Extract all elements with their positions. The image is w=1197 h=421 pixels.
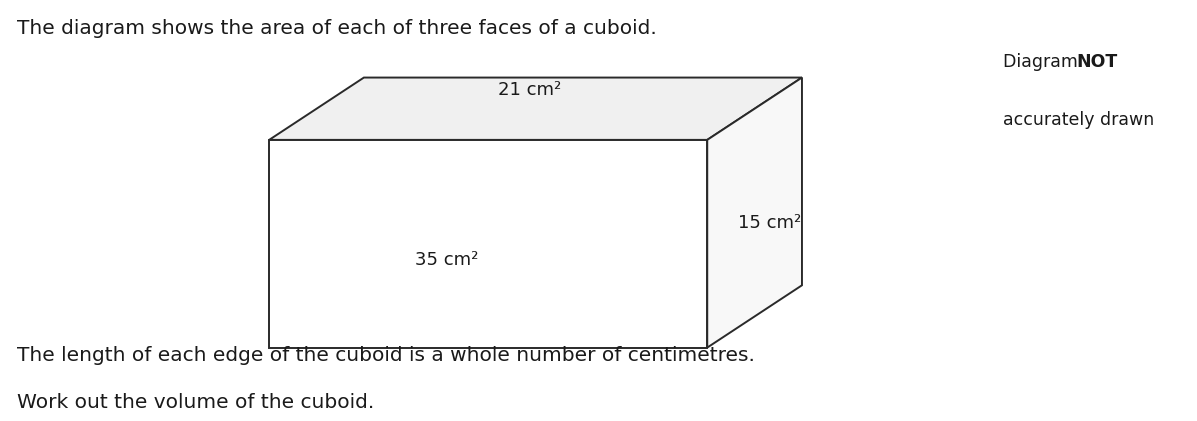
Polygon shape bbox=[269, 140, 707, 348]
Text: 21 cm²: 21 cm² bbox=[498, 81, 561, 99]
Text: Diagram: Diagram bbox=[1003, 53, 1083, 71]
Text: accurately drawn: accurately drawn bbox=[1003, 111, 1154, 129]
Text: 15 cm²: 15 cm² bbox=[739, 214, 802, 232]
Polygon shape bbox=[269, 77, 802, 140]
Polygon shape bbox=[707, 77, 802, 348]
Text: 35 cm²: 35 cm² bbox=[415, 251, 479, 269]
Text: The diagram shows the area of each of three faces of a cuboid.: The diagram shows the area of each of th… bbox=[17, 19, 657, 38]
Text: NOT: NOT bbox=[1076, 53, 1118, 71]
Text: The length of each edge of the cuboid is a whole number of centimetres.: The length of each edge of the cuboid is… bbox=[17, 346, 755, 365]
Text: Work out the volume of the cuboid.: Work out the volume of the cuboid. bbox=[17, 393, 375, 412]
